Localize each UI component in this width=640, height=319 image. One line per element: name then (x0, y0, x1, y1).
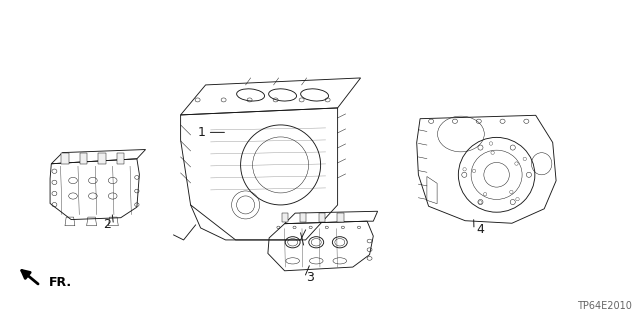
Text: 2: 2 (104, 219, 111, 231)
Text: FR.: FR. (49, 276, 72, 289)
Text: 1: 1 (198, 126, 205, 139)
Bar (80, 152, 87, 164)
Text: 4: 4 (476, 223, 484, 236)
Text: 3: 3 (307, 271, 314, 284)
Bar (117, 152, 124, 164)
Bar (61, 152, 68, 164)
Bar (300, 213, 307, 222)
Text: TP64E2010: TP64E2010 (577, 301, 632, 311)
Bar (99, 152, 106, 164)
Bar (337, 213, 344, 222)
Bar (319, 213, 325, 222)
Bar (282, 213, 288, 222)
